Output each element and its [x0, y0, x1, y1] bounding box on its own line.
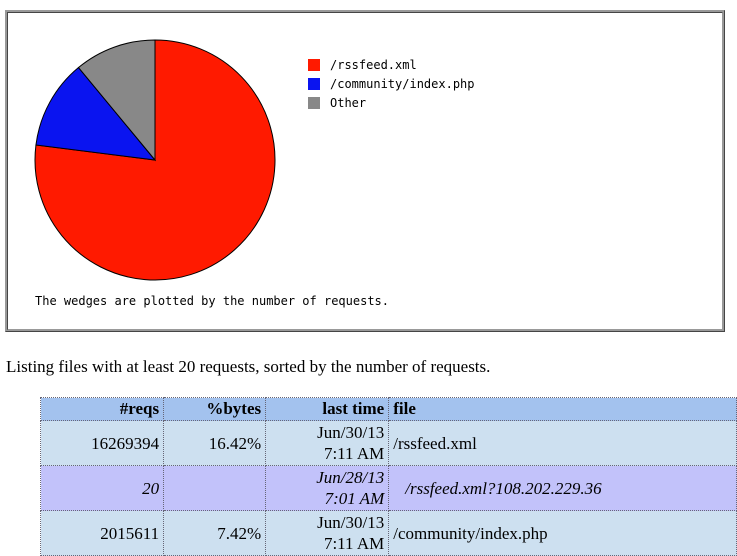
chart-box: The wedges are plotted by the number of … [5, 10, 725, 332]
column-header: #reqs [39, 397, 165, 421]
legend-swatch [308, 97, 320, 109]
pie-wedge [35, 66, 157, 161]
time-part: 7:01 AM [324, 489, 385, 508]
cell: 20 [39, 465, 165, 511]
column-header: last time [265, 397, 390, 421]
listing-note: Listing files with at least 20 requests,… [6, 357, 491, 376]
time-part: Jun/30/13 [317, 513, 385, 532]
time-part: Jun/28/13 [316, 468, 385, 487]
cell-file: /rssfeed.xml?108.202.229.36 [388, 465, 737, 511]
cell: 16269394 [39, 420, 165, 466]
legend-label: /rssfeed.xml [330, 58, 417, 72]
cell-last-time: Jun/28/13 7:01 AM [265, 465, 390, 511]
legend-swatch [308, 59, 320, 71]
cell-last-time: Jun/30/13 7:11 AM [265, 420, 390, 466]
file-table: #reqs %bytes last time file 16269394 16.42% Ju… [39, 397, 737, 556]
cell: 2015611 [39, 510, 165, 556]
chart: The wedges are plotted by the number of … [34, 39, 475, 308]
column-header: file [388, 397, 737, 421]
column-header: %bytes [163, 397, 267, 421]
time-part: Jun/30/13 [317, 423, 385, 442]
pie-wedge [77, 39, 156, 162]
legend-label: Other [330, 96, 366, 110]
legend-label: /community/index.php [330, 77, 475, 91]
time-part: 7:11 AM [323, 534, 385, 553]
legend-swatch [308, 78, 320, 90]
chart-caption: The wedges are plotted by the number of … [35, 294, 389, 308]
table-row: 2015611 7.42% Jun/30/13 7:11 AM/community/i… [39, 510, 737, 556]
cell-last-time: Jun/30/13 7:11 AM [265, 510, 390, 556]
cell-file: /rssfeed.xml [388, 420, 737, 466]
cell: 7.42% [163, 510, 267, 556]
table-row: 16269394 16.42% Jun/30/13 7:11 AM/rssfeed.x… [39, 420, 737, 466]
cell-file: /community/index.php [388, 510, 737, 556]
table-row: 20 Jun/28/13 7:01 AM/rssfeed.xml?108.202.2… [39, 465, 737, 511]
cell: 16.42% [163, 420, 267, 466]
cell-empty [163, 465, 267, 511]
time-part: 7:11 AM [323, 444, 385, 463]
